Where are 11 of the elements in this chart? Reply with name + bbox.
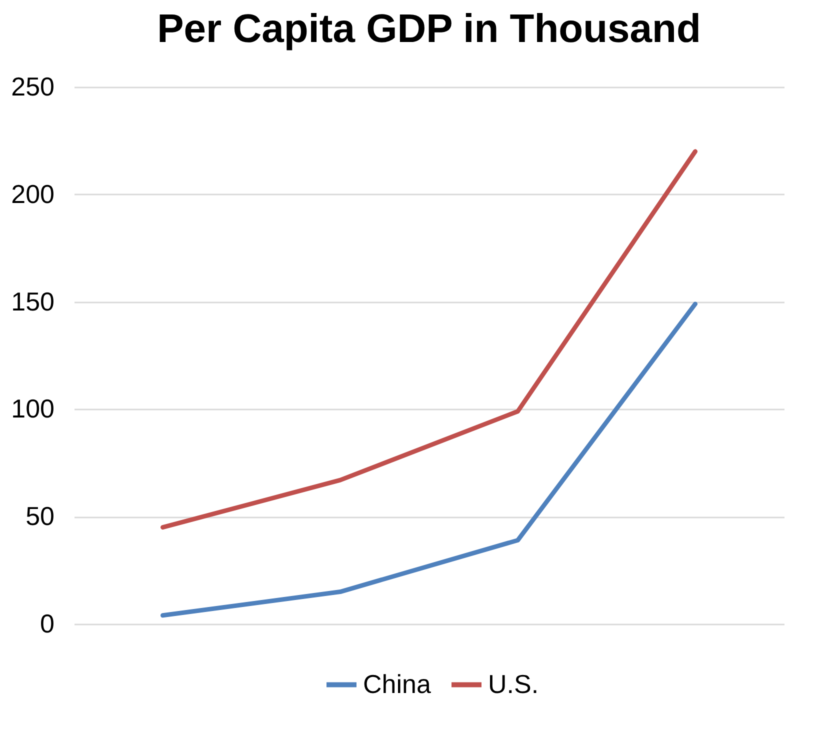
y-tick-label: 50 [26, 501, 54, 532]
y-tick-label: 150 [11, 286, 54, 316]
y-tick-label: 0 [40, 608, 54, 638]
chart-title: Per Capita GDP in Thousand [157, 7, 701, 51]
line-series [160, 149, 698, 530]
line-series [160, 302, 698, 618]
y-tick-label: 250 [11, 72, 54, 102]
legend-label: U.S. [488, 668, 539, 699]
y-tick-label: 200 [11, 178, 54, 209]
legend-label: China [363, 668, 432, 699]
y-tick-label: 100 [11, 394, 54, 424]
